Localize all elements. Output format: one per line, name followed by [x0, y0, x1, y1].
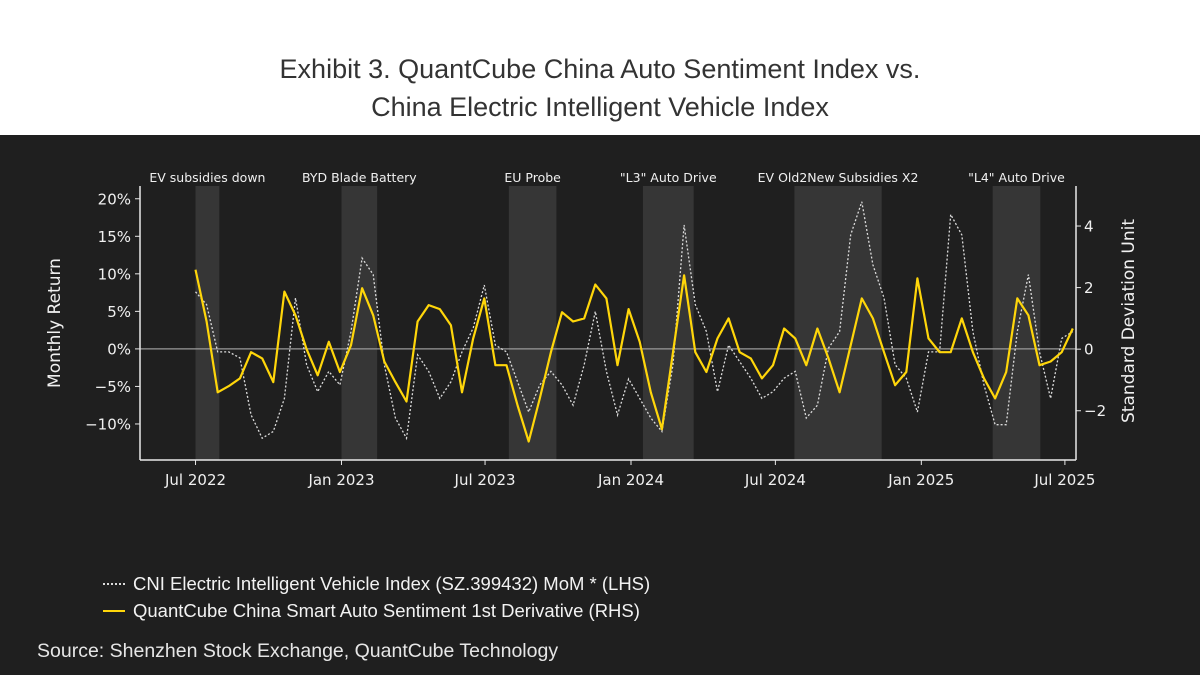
legend-swatch-solid: [103, 609, 125, 612]
left-tick-label: −10%: [85, 415, 131, 433]
x-tick-label: Jan 2024: [597, 471, 664, 489]
series-quantcube-line: [194, 269, 1074, 443]
x-tick-label: Jan 2025: [887, 471, 954, 489]
right-tick-label: −2: [1084, 402, 1106, 420]
event-shade: [794, 186, 882, 460]
chart-title: Exhibit 3. QuantCube China Auto Sentimen…: [0, 50, 1200, 126]
legend-swatch-dotted: [103, 582, 125, 585]
legend-label-cni: CNI Electric Intelligent Vehicle Index (…: [133, 572, 651, 594]
chart-title-line1: Exhibit 3. QuantCube China Auto Sentimen…: [279, 54, 921, 84]
legend-item-cni: CNI Electric Intelligent Vehicle Index (…: [103, 570, 650, 597]
legend-label-quantcube: QuantCube China Smart Auto Sentiment 1st…: [133, 599, 640, 621]
left-tick-label: 5%: [107, 303, 131, 321]
event-shade: [992, 186, 1041, 460]
left-tick-label: 15%: [98, 228, 131, 246]
x-tick-label: Jul 2024: [744, 471, 806, 489]
right-tick-label: 0: [1084, 341, 1094, 359]
event-label: "L3" Auto Drive: [620, 170, 717, 185]
source-note: Source: Shenzhen Stock Exchange, QuantCu…: [37, 640, 559, 662]
left-tick-label: 20%: [98, 190, 131, 208]
left-tick-label: 0%: [107, 340, 131, 358]
series-cni-line: [195, 201, 1074, 441]
legend-item-quantcube: QuantCube China Smart Auto Sentiment 1st…: [103, 597, 650, 624]
x-tick-label: Jul 2025: [1033, 471, 1095, 489]
chart-title-line2: China Electric Intelligent Vehicle Index: [371, 92, 829, 122]
left-axis-title: Monthly Return: [45, 258, 65, 388]
x-tick-label: Jul 2023: [454, 471, 516, 489]
x-tick-label: Jul 2022: [164, 471, 226, 489]
event-label: "L4" Auto Drive: [968, 170, 1065, 185]
event-label: EV subsidies down: [149, 170, 265, 185]
legend: CNI Electric Intelligent Vehicle Index (…: [103, 570, 650, 624]
right-tick-label: 2: [1084, 279, 1094, 297]
right-tick-label: 4: [1084, 218, 1094, 236]
event-shade: [508, 186, 557, 460]
left-tick-label: 10%: [98, 265, 131, 283]
event-label: BYD Blade Battery: [302, 170, 417, 185]
event-shade: [341, 186, 378, 460]
event-label: EV Old2New Subsidies X2: [758, 170, 919, 185]
event-label: EU Probe: [504, 170, 561, 185]
left-tick-label: −5%: [95, 378, 131, 396]
x-tick-label: Jan 2023: [307, 471, 374, 489]
right-axis-title: Standard Deviation Unit: [1119, 219, 1139, 423]
event-shade: [642, 186, 694, 460]
title-band: [0, 0, 1200, 135]
